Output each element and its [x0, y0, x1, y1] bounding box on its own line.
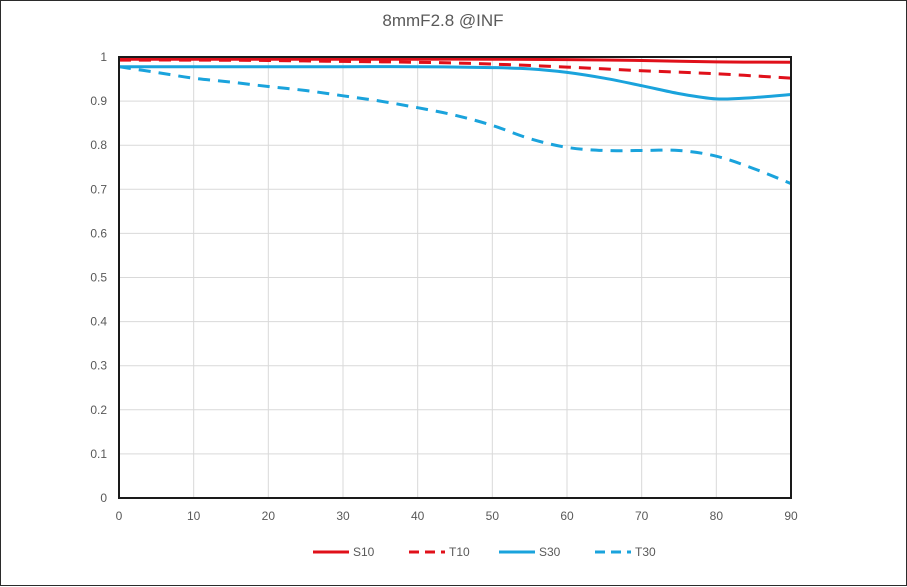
- legend-label: T30: [635, 545, 656, 559]
- y-tick-label: 0.3: [90, 359, 107, 373]
- legend-label: T10: [449, 545, 470, 559]
- y-tick-label: 0.9: [90, 94, 107, 108]
- y-tick-label: 0.6: [90, 226, 107, 240]
- legend-item-s10: S10: [313, 545, 375, 559]
- y-tick-label: 0.8: [90, 138, 107, 152]
- series-line-t30: [118, 65, 792, 185]
- legend-label: S10: [353, 545, 375, 559]
- y-tick-label: 0: [100, 491, 107, 505]
- y-tick-label: 0.1: [90, 447, 107, 461]
- x-tick-label: 10: [187, 509, 201, 523]
- legend-item-t10: T10: [409, 545, 470, 559]
- x-tick-label: 30: [336, 509, 350, 523]
- x-tick-label: 20: [262, 509, 276, 523]
- legend-item-t30: T30: [595, 545, 656, 559]
- plot-area-border: [118, 56, 792, 499]
- y-tick-label: 0.4: [90, 315, 107, 329]
- legend: S10 T10 S30 T30: [313, 545, 656, 559]
- x-tick-label: 90: [784, 509, 798, 523]
- chart-title: 8mmF2.8 @INF: [382, 11, 503, 30]
- y-tick-labels: 0 0.1 0.2 0.3 0.4 0.5 0.6 0.7 0.8 0.9 1: [90, 50, 107, 505]
- x-tick-label: 80: [710, 509, 724, 523]
- x-tick-label: 0: [116, 509, 123, 523]
- series-line-s30: [118, 65, 792, 101]
- x-tick-label: 60: [560, 509, 574, 523]
- series-line-t10: [118, 58, 792, 80]
- y-tick-label: 0.2: [90, 403, 107, 417]
- legend-item-s30: S30: [499, 545, 561, 559]
- x-tick-labels: 0 10 20 30 40 50 60 70 80 90: [116, 509, 798, 523]
- x-tick-label: 50: [486, 509, 500, 523]
- x-tick-label: 70: [635, 509, 649, 523]
- grid-lines: [118, 56, 792, 499]
- legend-label: S30: [539, 545, 561, 559]
- y-tick-label: 0.5: [90, 271, 107, 285]
- y-tick-label: 1: [100, 50, 107, 64]
- x-tick-label: 40: [411, 509, 425, 523]
- y-tick-label: 0.7: [90, 182, 107, 196]
- series-lines: [118, 57, 792, 185]
